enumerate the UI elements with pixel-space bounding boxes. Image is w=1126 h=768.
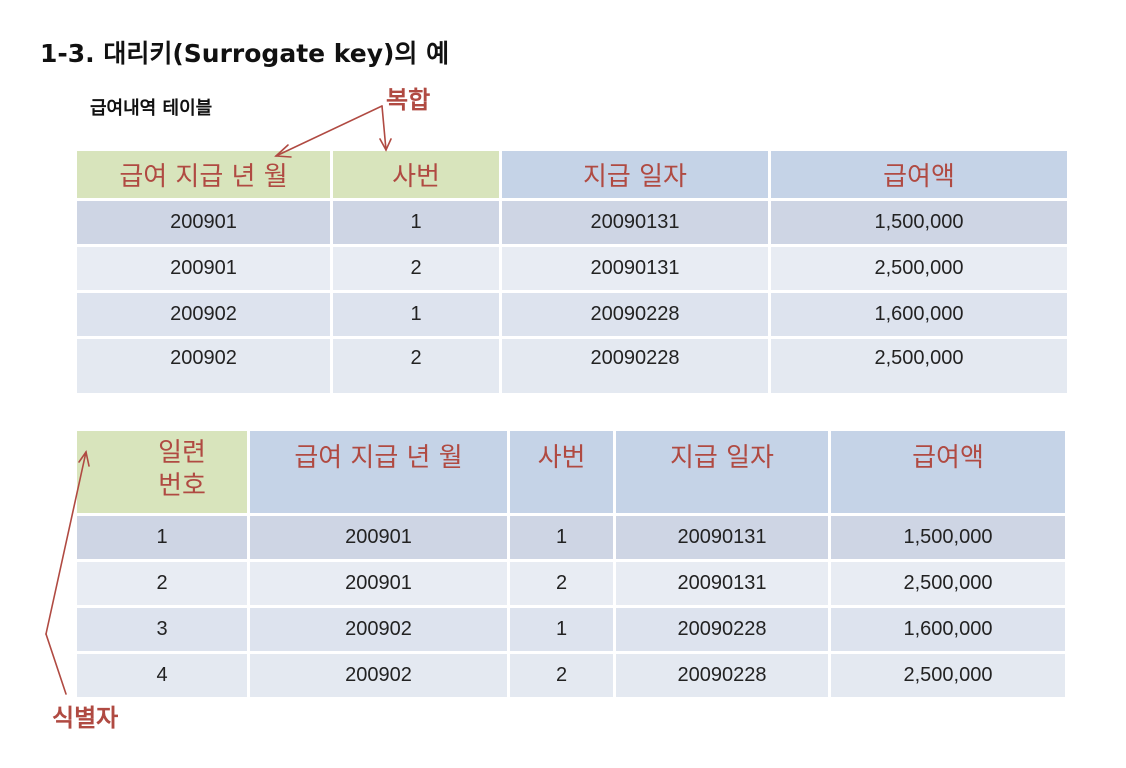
table-row: 1 200901 1 20090131 1,500,000 bbox=[77, 516, 1065, 559]
cell-pay-date: 20090131 bbox=[502, 201, 768, 244]
table-header-row: 일련 번호 급여 지급 년 월 사번 지급 일자 급여액 bbox=[77, 431, 1065, 513]
cell-pay-year-month: 200901 bbox=[77, 247, 330, 290]
header-pay-date: 지급 일자 bbox=[616, 431, 828, 513]
arrow-head bbox=[379, 138, 392, 152]
table-row: 200901 2 20090131 2,500,000 bbox=[77, 247, 1067, 290]
cell-pay-date: 20090131 bbox=[616, 562, 828, 605]
cell-serial-no: 3 bbox=[77, 608, 247, 651]
cell-pay-amount: 1,500,000 bbox=[771, 201, 1067, 244]
cell-pay-amount: 2,500,000 bbox=[831, 562, 1065, 605]
cell-pay-year-month: 200902 bbox=[250, 608, 507, 651]
header-pay-year-month: 급여 지급 년 월 bbox=[77, 151, 330, 198]
cell-pay-date: 20090228 bbox=[502, 339, 768, 393]
identifier-annotation: 식별자 bbox=[52, 704, 119, 732]
cell-pay-amount: 2,500,000 bbox=[771, 247, 1067, 290]
cell-employee-no: 2 bbox=[333, 339, 499, 393]
cell-pay-date: 20090228 bbox=[616, 654, 828, 697]
arrow-to-employee-no-header bbox=[381, 105, 387, 151]
cell-pay-date: 20090228 bbox=[502, 293, 768, 336]
header-pay-amount: 급여액 bbox=[771, 151, 1067, 198]
cell-serial-no: 2 bbox=[77, 562, 247, 605]
header-pay-date: 지급 일자 bbox=[502, 151, 768, 198]
composite-key-annotation: 복합 bbox=[386, 86, 431, 114]
cell-employee-no: 1 bbox=[510, 516, 613, 559]
table-row: 3 200902 1 20090228 1,600,000 bbox=[77, 608, 1065, 651]
arrow-to-serial-no-header bbox=[45, 633, 67, 695]
table-header-row: 급여 지급 년 월 사번 지급 일자 급여액 bbox=[77, 151, 1067, 198]
cell-employee-no: 1 bbox=[510, 608, 613, 651]
header-pay-amount: 급여액 bbox=[831, 431, 1065, 513]
cell-pay-amount: 2,500,000 bbox=[831, 654, 1065, 697]
cell-employee-no: 2 bbox=[333, 247, 499, 290]
salary-table-composite-key: 급여 지급 년 월 사번 지급 일자 급여액 200901 1 20090131… bbox=[74, 148, 1070, 396]
header-pay-year-month: 급여 지급 년 월 bbox=[250, 431, 507, 513]
arrow-head bbox=[274, 144, 292, 158]
cell-pay-amount: 1,500,000 bbox=[831, 516, 1065, 559]
cell-pay-amount: 2,500,000 bbox=[771, 339, 1067, 393]
cell-employee-no: 2 bbox=[510, 654, 613, 697]
cell-employee-no: 1 bbox=[333, 293, 499, 336]
table-row: 200902 2 20090228 2,500,000 bbox=[77, 339, 1067, 393]
table-row: 4 200902 2 20090228 2,500,000 bbox=[77, 654, 1065, 697]
cell-pay-year-month: 200901 bbox=[77, 201, 330, 244]
table-row: 200902 1 20090228 1,600,000 bbox=[77, 293, 1067, 336]
page-title: 1-3. 대리키(Surrogate key)의 예 bbox=[40, 39, 450, 68]
cell-employee-no: 1 bbox=[333, 201, 499, 244]
header-employee-no: 사번 bbox=[510, 431, 613, 513]
cell-pay-year-month: 200902 bbox=[77, 339, 330, 393]
cell-pay-year-month: 200902 bbox=[77, 293, 330, 336]
header-employee-no: 사번 bbox=[333, 151, 499, 198]
cell-pay-amount: 1,600,000 bbox=[831, 608, 1065, 651]
cell-serial-no: 1 bbox=[77, 516, 247, 559]
table-row: 200901 1 20090131 1,500,000 bbox=[77, 201, 1067, 244]
table-row: 2 200901 2 20090131 2,500,000 bbox=[77, 562, 1065, 605]
cell-pay-amount: 1,600,000 bbox=[771, 293, 1067, 336]
table-caption: 급여내역 테이블 bbox=[90, 98, 213, 119]
cell-serial-no: 4 bbox=[77, 654, 247, 697]
cell-pay-date: 20090131 bbox=[616, 516, 828, 559]
arrow-head bbox=[78, 450, 90, 467]
salary-table-surrogate-key: 일련 번호 급여 지급 년 월 사번 지급 일자 급여액 1 200901 1 … bbox=[74, 428, 1068, 700]
cell-employee-no: 2 bbox=[510, 562, 613, 605]
cell-pay-year-month: 200902 bbox=[250, 654, 507, 697]
cell-pay-date: 20090131 bbox=[502, 247, 768, 290]
arrow-to-pay-month-header bbox=[275, 105, 383, 157]
cell-pay-year-month: 200901 bbox=[250, 562, 507, 605]
cell-pay-date: 20090228 bbox=[616, 608, 828, 651]
cell-pay-year-month: 200901 bbox=[250, 516, 507, 559]
header-serial-no: 일련 번호 bbox=[77, 431, 247, 513]
arrow-to-serial-no-header bbox=[45, 451, 87, 635]
